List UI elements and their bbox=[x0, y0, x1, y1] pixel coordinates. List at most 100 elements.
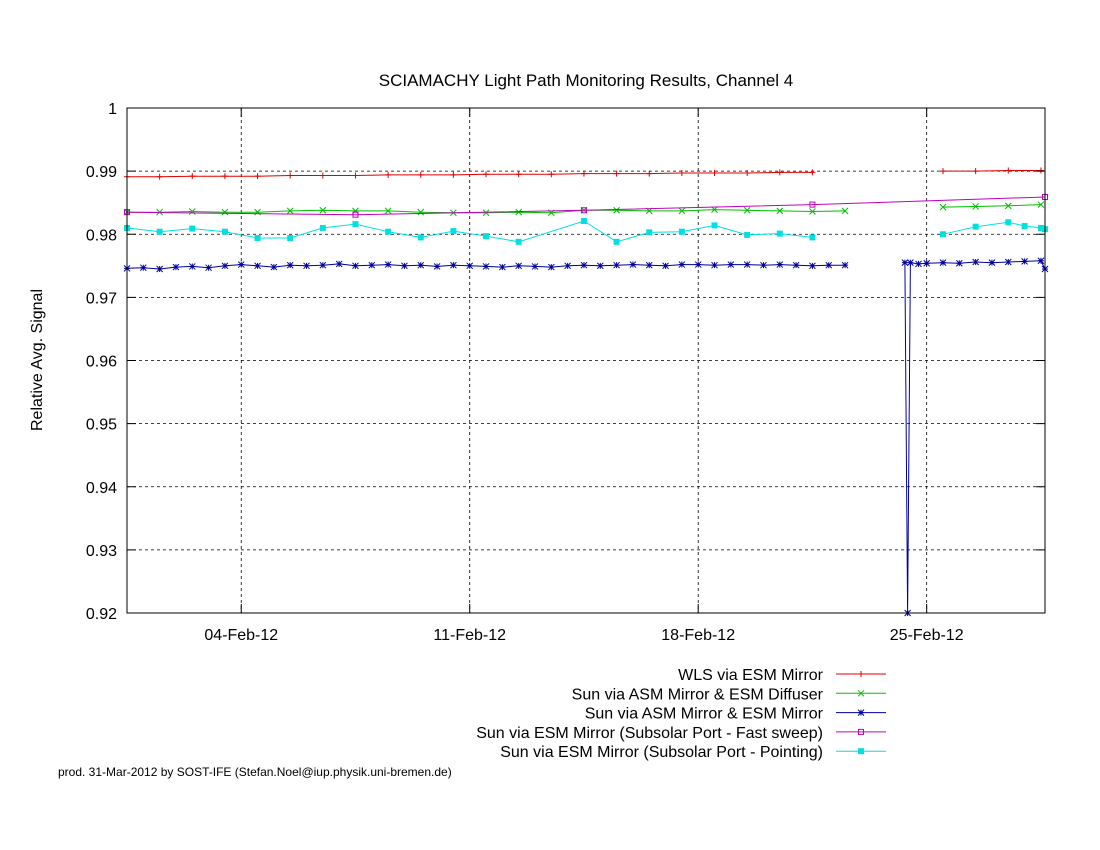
data-point bbox=[335, 260, 343, 268]
data-point bbox=[629, 261, 637, 268]
legend-marker bbox=[858, 748, 864, 755]
x-tick-label: 25-Feb-12 bbox=[890, 627, 964, 644]
data-point bbox=[1005, 219, 1012, 226]
data-point bbox=[841, 207, 849, 215]
data-point bbox=[972, 223, 979, 230]
data-point bbox=[744, 170, 751, 177]
data-point bbox=[645, 261, 653, 269]
data-point bbox=[172, 263, 180, 271]
data-point bbox=[499, 263, 506, 271]
data-point bbox=[319, 206, 327, 214]
data-point bbox=[352, 172, 359, 179]
data-point bbox=[303, 262, 310, 270]
data-point bbox=[482, 209, 490, 217]
data-point bbox=[385, 171, 392, 178]
data-point bbox=[841, 261, 849, 269]
data-point bbox=[923, 259, 931, 267]
data-point bbox=[955, 259, 963, 267]
data-point bbox=[270, 263, 278, 271]
data-point bbox=[1021, 258, 1028, 265]
legend-label: Sun via ASM Mirror & ESM Diffuser bbox=[572, 686, 824, 703]
data-point bbox=[450, 228, 457, 235]
data-point bbox=[254, 235, 261, 242]
y-tick-label: 0.93 bbox=[86, 543, 117, 560]
data-point bbox=[727, 261, 735, 268]
data-point bbox=[466, 262, 474, 270]
data-point bbox=[286, 261, 294, 269]
data-point bbox=[711, 261, 718, 269]
data-point bbox=[254, 262, 261, 270]
legend: WLS via ESM Mirror Sun via ASM Mirror & E… bbox=[476, 667, 886, 761]
series-5 bbox=[124, 217, 1048, 245]
data-point bbox=[940, 168, 946, 175]
data-point bbox=[221, 228, 228, 235]
y-tick-label: 0.96 bbox=[86, 354, 117, 371]
data-point bbox=[809, 201, 816, 208]
data-point bbox=[221, 262, 229, 270]
data-point bbox=[139, 264, 147, 272]
data-point bbox=[776, 261, 784, 268]
series-line bbox=[942, 204, 1041, 208]
y-tick-label: 0.98 bbox=[86, 227, 117, 244]
data-point bbox=[319, 261, 327, 269]
data-point bbox=[188, 263, 196, 270]
y-tick-label: 0.92 bbox=[86, 606, 117, 623]
data-point bbox=[287, 172, 294, 179]
legend-label: WLS via ESM Mirror bbox=[678, 667, 824, 684]
data-point bbox=[221, 208, 229, 216]
data-point bbox=[792, 261, 800, 269]
x-tick-label: 18-Feb-12 bbox=[661, 627, 735, 644]
series-4 bbox=[124, 194, 1048, 218]
series-line bbox=[943, 170, 1041, 172]
x-tick-label: 11-Feb-12 bbox=[433, 627, 506, 644]
grid bbox=[127, 108, 1045, 613]
data-point bbox=[287, 235, 294, 242]
y-tick-label: 0.94 bbox=[86, 480, 117, 497]
data-point bbox=[711, 170, 718, 177]
data-point bbox=[776, 169, 783, 176]
legend-marker bbox=[857, 689, 865, 697]
legend-marker bbox=[858, 728, 864, 735]
data-point bbox=[401, 262, 408, 270]
legend-label: Sun via ESM Mirror (Subsolar Port - Poin… bbox=[500, 744, 823, 761]
data-point bbox=[743, 261, 751, 268]
y-axis-label: Relative Avg. Signal bbox=[29, 289, 46, 431]
legend-marker bbox=[858, 671, 864, 677]
x-tick-label: 04-Feb-12 bbox=[204, 627, 278, 644]
data-point bbox=[580, 217, 587, 224]
data-point bbox=[662, 262, 669, 270]
data-point bbox=[483, 171, 490, 178]
series-3 bbox=[123, 257, 1049, 617]
data-point bbox=[189, 225, 196, 232]
data-point bbox=[1037, 201, 1045, 208]
data-point bbox=[417, 208, 425, 216]
data-point bbox=[613, 238, 620, 245]
data-point bbox=[286, 207, 294, 215]
data-point bbox=[711, 222, 718, 229]
data-point bbox=[319, 172, 326, 179]
data-point bbox=[613, 206, 620, 214]
data-point bbox=[776, 207, 784, 215]
data-point bbox=[1004, 258, 1012, 266]
series-line bbox=[942, 221, 1046, 235]
data-point bbox=[189, 173, 196, 180]
legend-label: Sun via ESM Mirror (Subsolar Port - Fast… bbox=[476, 725, 823, 742]
data-point bbox=[156, 228, 163, 235]
data-point bbox=[352, 211, 359, 218]
data-point bbox=[1021, 223, 1028, 230]
data-point bbox=[678, 261, 686, 268]
data-point bbox=[254, 208, 261, 216]
data-point bbox=[907, 259, 914, 267]
data-point bbox=[547, 263, 555, 271]
data-point bbox=[678, 170, 685, 177]
data-point bbox=[531, 263, 539, 270]
data-point bbox=[384, 207, 392, 215]
y-tick-label: 1 bbox=[108, 101, 117, 118]
data-point bbox=[809, 234, 816, 241]
data-point bbox=[646, 229, 653, 236]
data-point bbox=[940, 231, 946, 238]
data-point bbox=[417, 234, 424, 241]
data-point bbox=[156, 173, 163, 180]
data-point bbox=[678, 228, 685, 235]
